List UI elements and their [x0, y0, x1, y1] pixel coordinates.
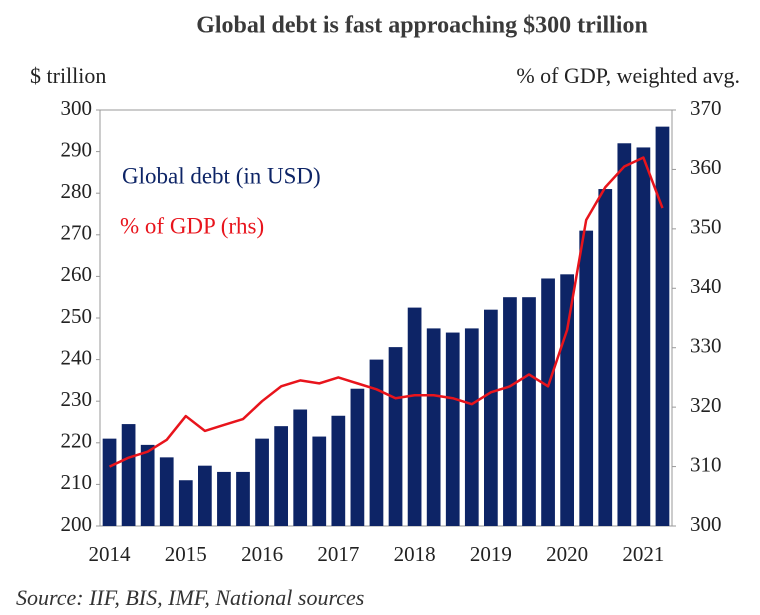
- bar: [522, 297, 536, 526]
- y2-tick-label: 360: [690, 155, 722, 179]
- bar: [293, 409, 308, 526]
- bar: [331, 415, 346, 526]
- bar: [217, 471, 231, 526]
- bar: [484, 309, 498, 526]
- line: [109, 156, 664, 468]
- x-tick-label: 2014: [89, 542, 132, 566]
- y-tick-label: 300: [61, 96, 93, 120]
- bar: [541, 278, 555, 526]
- bar: [255, 438, 269, 526]
- bar: [655, 126, 670, 526]
- bar: [102, 438, 117, 526]
- x-tick-label: 2015: [165, 542, 207, 566]
- y-tick-label: 270: [61, 221, 93, 245]
- y2-tick-label: 340: [690, 274, 722, 298]
- x-tick-label: 2021: [622, 542, 664, 566]
- chart-title: Global debt is fast approaching $300 tri…: [196, 13, 648, 39]
- y-tick-label: 220: [61, 429, 93, 453]
- legend-label: Global debt (in USD): [122, 163, 321, 188]
- y2-tick-label: 370: [690, 96, 722, 120]
- bar: [445, 332, 460, 526]
- x-tick-label: 2017: [317, 542, 359, 566]
- bar: [236, 471, 250, 526]
- bar: [198, 465, 212, 526]
- y2-tick-label: 310: [690, 452, 722, 476]
- y2-tick-label: 320: [690, 393, 722, 417]
- y-tick-label: 240: [61, 345, 93, 369]
- bar: [369, 359, 384, 526]
- bar: [388, 347, 403, 526]
- y2-tick-label: 350: [690, 215, 722, 239]
- bar: [178, 480, 193, 526]
- bar: [350, 388, 365, 526]
- x-tick-label: 2020: [546, 542, 588, 566]
- source: Source: IIF, BIS, IMF, National sources: [16, 585, 364, 610]
- y-tick-label: 260: [61, 262, 93, 286]
- bar: [503, 297, 517, 526]
- bar: [121, 424, 136, 526]
- y-tick-label: 200: [61, 512, 93, 536]
- y-tick-label: 280: [61, 179, 93, 203]
- y2-tick-label: 300: [690, 512, 722, 536]
- y-tick-label: 250: [61, 304, 93, 328]
- bar: [598, 189, 613, 527]
- x-tick-label: 2019: [470, 542, 512, 566]
- bar: [560, 274, 574, 526]
- bar: [426, 328, 441, 526]
- bar: [579, 230, 594, 526]
- y2-tick-label: 330: [690, 334, 722, 358]
- y-tick-label: 210: [61, 470, 93, 494]
- bar: [312, 436, 327, 526]
- bar: [464, 328, 479, 526]
- x-tick-label: 2016: [241, 542, 283, 566]
- bar: [407, 307, 422, 526]
- y-axis-label: $ trillion: [30, 63, 106, 88]
- x-tick-label: 2018: [394, 542, 436, 566]
- y2-axis-label: % of GDP, weighted avg.: [516, 63, 740, 88]
- legend-label: % of GDP (rhs): [120, 213, 264, 238]
- bar: [140, 444, 155, 526]
- y-tick-label: 230: [61, 387, 93, 411]
- bar: [159, 457, 174, 526]
- bar: [617, 143, 632, 526]
- y-tick-label: 290: [61, 137, 93, 161]
- bar: [636, 147, 651, 526]
- bar: [274, 426, 288, 526]
